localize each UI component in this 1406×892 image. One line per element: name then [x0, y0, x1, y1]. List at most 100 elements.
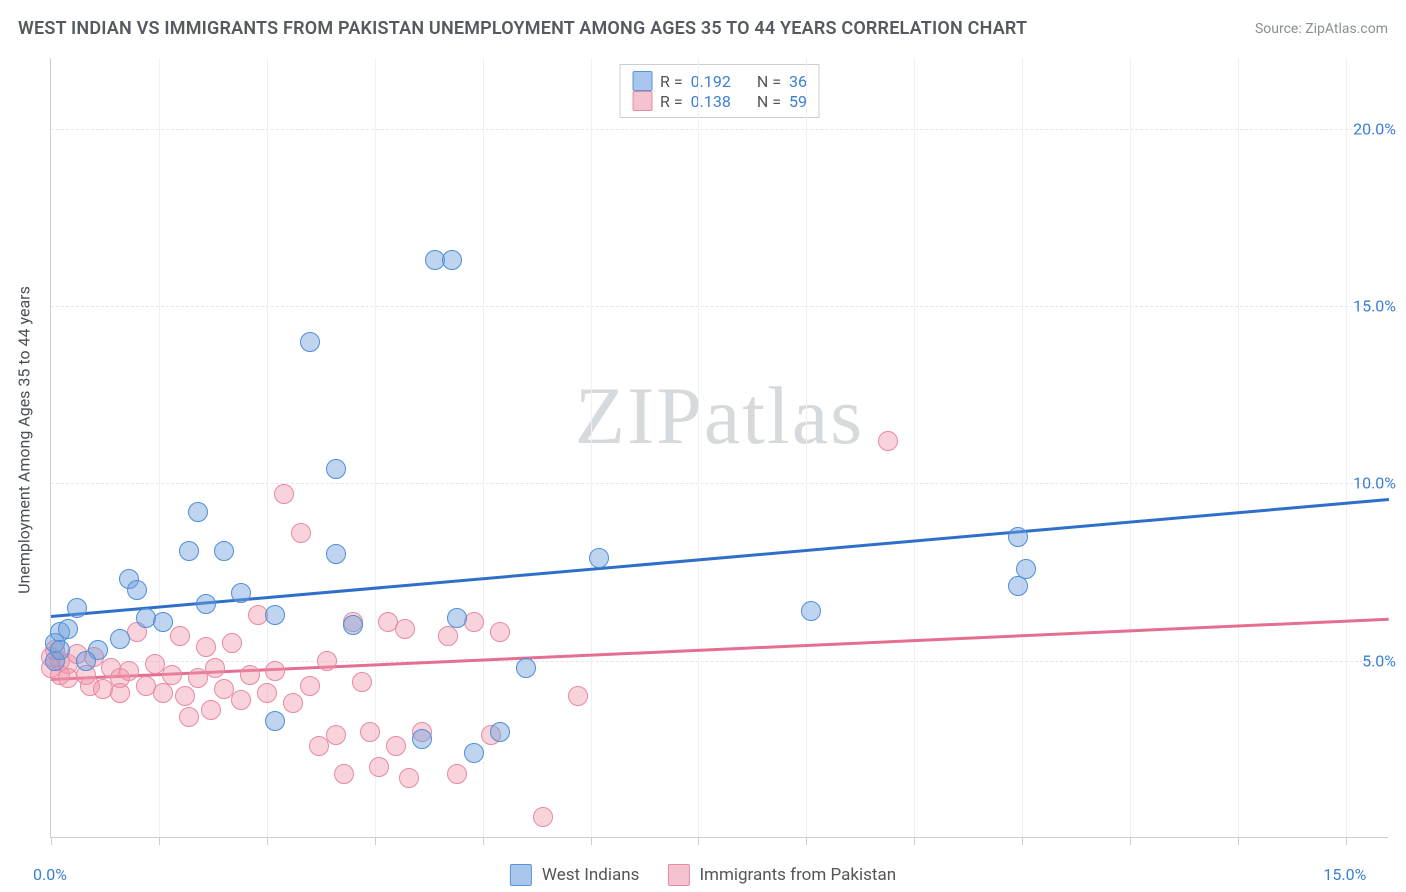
x-tick-label: 0.0% [33, 865, 67, 884]
y-tick-label: 10.0% [1353, 474, 1396, 493]
point-pink [257, 683, 277, 703]
point-blue [343, 615, 363, 635]
point-blue [516, 658, 536, 678]
point-pink [386, 736, 406, 756]
gridline-v [483, 58, 484, 837]
x-tick [159, 837, 160, 845]
point-blue [326, 459, 346, 479]
x-tick [698, 837, 699, 845]
gridline-v [698, 58, 699, 837]
gridline-h [51, 483, 1388, 484]
x-tick [51, 837, 52, 845]
point-blue [412, 729, 432, 749]
gridline-v [1238, 58, 1239, 837]
point-pink [317, 651, 337, 671]
x-tick [591, 837, 592, 845]
point-blue [76, 651, 96, 671]
gridline-v [159, 58, 160, 837]
point-blue [300, 332, 320, 352]
gridline-v [1022, 58, 1023, 837]
point-pink [179, 707, 199, 727]
legend-corr-row: R = 0.192 N = 36 [632, 71, 807, 91]
point-pink [291, 523, 311, 543]
point-pink [240, 665, 260, 685]
point-pink [334, 764, 354, 784]
point-blue [265, 711, 285, 731]
legend-swatch [632, 91, 652, 111]
point-pink [464, 612, 484, 632]
point-blue [442, 250, 462, 270]
point-pink [533, 807, 553, 827]
point-pink [205, 658, 225, 678]
gridline-v [375, 58, 376, 837]
point-blue [801, 601, 821, 621]
point-blue [50, 640, 70, 660]
x-tick [1346, 837, 1347, 845]
y-tick-label: 5.0% [1362, 651, 1396, 670]
legend-correlation: R = 0.192 N = 36 R = 0.138 N = 59 [619, 64, 820, 118]
point-blue [1008, 576, 1028, 596]
point-pink [170, 626, 190, 646]
x-tick [483, 837, 484, 845]
point-pink [438, 626, 458, 646]
point-blue [231, 583, 251, 603]
gridline-h [51, 306, 1388, 307]
y-axis-label: Unemployment Among Ages 35 to 44 years [15, 286, 34, 594]
trendline-blue [51, 498, 1389, 617]
point-pink [153, 683, 173, 703]
gridline-v [806, 58, 807, 837]
gridline-v [914, 58, 915, 837]
legend-r-value: 0.192 [691, 72, 731, 91]
point-pink [283, 693, 303, 713]
gridline-v [591, 58, 592, 837]
point-blue [188, 502, 208, 522]
y-tick-label: 15.0% [1353, 297, 1396, 316]
legend-series-item: Immigrants from Pakistan [667, 864, 896, 886]
point-pink [162, 665, 182, 685]
legend-swatch [667, 864, 689, 886]
gridline-h [51, 129, 1388, 130]
x-tick [1130, 837, 1131, 845]
point-pink [352, 672, 372, 692]
point-blue [1016, 559, 1036, 579]
point-pink [399, 768, 419, 788]
legend-series-label: West Indians [542, 865, 640, 885]
legend-swatch [632, 71, 652, 91]
legend-n-value: 59 [789, 92, 807, 111]
point-pink [274, 484, 294, 504]
point-pink [360, 722, 380, 742]
x-tick [1022, 837, 1023, 845]
point-pink [196, 637, 216, 657]
point-pink [175, 686, 195, 706]
legend-r-value: 0.138 [691, 92, 731, 111]
gridline-v [1130, 58, 1131, 837]
point-pink [201, 700, 221, 720]
legend-n-label: N = [757, 92, 781, 111]
point-pink [300, 676, 320, 696]
point-pink [265, 661, 285, 681]
legend-n-value: 36 [789, 72, 807, 91]
chart-title: WEST INDIAN VS IMMIGRANTS FROM PAKISTAN … [18, 18, 1027, 39]
point-blue [127, 580, 147, 600]
legend-r-label: R = [660, 92, 683, 111]
x-tick [806, 837, 807, 845]
legend-series-item: West Indians [510, 864, 640, 886]
point-blue [326, 544, 346, 564]
x-tick [267, 837, 268, 845]
point-blue [265, 605, 285, 625]
point-blue [179, 541, 199, 561]
point-pink [222, 633, 242, 653]
point-blue [196, 594, 216, 614]
point-pink [878, 431, 898, 451]
point-blue [1008, 527, 1028, 547]
point-blue [67, 598, 87, 618]
watermark: ZIPatlas [575, 369, 864, 463]
legend-r-label: R = [660, 72, 683, 91]
point-pink [231, 690, 251, 710]
legend-swatch [510, 864, 532, 886]
point-pink [568, 686, 588, 706]
x-tick [914, 837, 915, 845]
legend-n-label: N = [757, 72, 781, 91]
legend-series-label: Immigrants from Pakistan [699, 865, 896, 885]
legend-corr-row: R = 0.138 N = 59 [632, 91, 807, 111]
